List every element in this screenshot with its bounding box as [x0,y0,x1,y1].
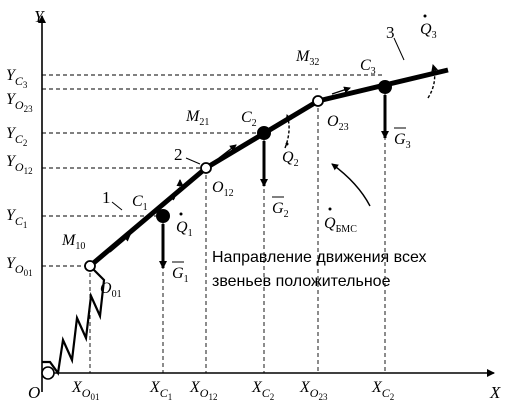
caption-line-2: звеньев положительное [212,273,391,290]
x-tick-xo23: XO23 [299,379,328,402]
leader-lines [111,37,405,211]
svg-text:G3: G3 [394,131,411,151]
center-c1 [156,209,170,223]
y-tick-yc1: YC1 [6,207,27,230]
caption-line-1: Направление движения всех [212,249,427,266]
label-g2: G2 [272,196,289,220]
svg-text:Q2: Q2 [282,149,299,169]
y-axis-label: Y [34,7,45,26]
y-tick-yc2: YC2 [6,125,27,148]
svg-text:Q3: Q3 [420,21,437,41]
spring [42,265,106,376]
label-o23: O23 [327,113,349,133]
y-tick-yo23: YO23 [6,91,33,114]
y-tick-labels: YC3 YO23 YC2 YO12 YC1 YO01 [6,67,33,278]
joint-o12 [200,162,212,174]
label-g1: G1 [172,261,189,285]
label-q1: Q1 [176,212,193,239]
velocity-arcs [172,64,439,207]
joint-o23 [312,95,324,107]
gravity-arrows [159,95,389,269]
origin-label: O [28,383,40,402]
svg-text:G1: G1 [172,265,189,285]
center-c3 [378,80,392,94]
label-g3: G3 [394,127,411,151]
label-q-bms: QБМС [324,207,357,235]
x-tick-xo12: XO12 [189,379,217,402]
center-c2 [257,126,271,140]
x-tick-xo01: XO01 [71,379,99,402]
svg-text:QБМС: QБМС [324,215,357,235]
joint-o01 [84,260,96,272]
svg-text:G2: G2 [272,200,289,220]
x-tick-xc1: XC1 [149,379,172,402]
label-o12: O12 [212,179,234,199]
label-c1: C1 [132,193,148,213]
link-1 [88,166,208,268]
label-c2: C2 [241,109,257,129]
link-number-2: 2 [174,145,183,164]
x-tick-labels: XO01 XC1 XO12 XC2 XO23 XC2 [71,379,394,402]
y-tick-yo12: YO12 [6,153,33,176]
x-axis-label: X [489,383,501,402]
label-m32: M32 [295,48,319,68]
link-number-1: 1 [102,188,111,207]
x-tick-xc2: XC2 [251,379,274,402]
x-tick-xc3: XC2 [371,379,394,402]
origin-support [41,366,55,380]
label-c3: C3 [360,57,376,77]
moment-arrows [109,86,351,253]
label-o01: O01 [100,280,122,300]
label-q2: Q2 [282,142,299,169]
label-m10: M10 [61,232,85,252]
projection-lines [42,74,386,373]
label-q3: Q3 [420,14,437,41]
y-tick-yc3: YC3 [6,67,28,90]
label-m21: M21 [185,108,209,128]
link-number-3: 3 [386,23,395,42]
y-tick-yo01: YO01 [6,255,33,278]
svg-text:Q1: Q1 [176,219,193,239]
